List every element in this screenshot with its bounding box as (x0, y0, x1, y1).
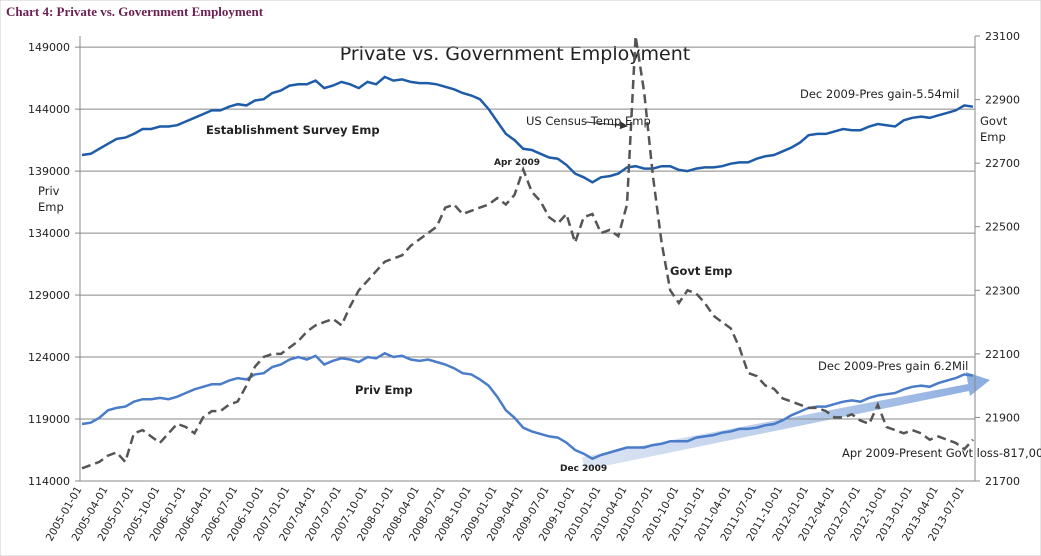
trend-arrow (582, 372, 990, 470)
y2-tick-label: 22900 (985, 94, 1020, 107)
y-tick-label: 139000 (28, 165, 70, 178)
y2-tick-label: 22300 (985, 284, 1020, 297)
series-line (81, 75, 974, 184)
y2-tick-label: 22100 (985, 348, 1020, 361)
header: Chart 4: Private vs. Government Employme… (6, 4, 264, 19)
annotation: Dec 2009-Pres gain 6.2Mil (818, 359, 968, 373)
annotation: Establishment Survey Emp (206, 123, 380, 137)
y-tick-label: 134000 (28, 227, 70, 240)
annotation: Priv Emp (355, 383, 413, 397)
y2-axis-label: Govt Emp (980, 114, 1008, 144)
annotation: US Census Temp Emp (526, 114, 651, 128)
annotation: Apr 2009 (494, 158, 540, 168)
chart-title: Private vs. Government Employment (340, 43, 690, 65)
y-axis-label: Priv Emp (38, 184, 64, 214)
census-arrow (585, 121, 628, 130)
y2-tick-label: 23100 (985, 30, 1020, 43)
y-tick-label: 129000 (28, 289, 70, 302)
annotation: Dec 2009-Pres gain-5.54mil (800, 87, 959, 101)
y2-tick-label: 22500 (985, 221, 1020, 234)
y-tick-label: 124000 (28, 351, 70, 364)
y2-tick-label: 21700 (985, 475, 1020, 488)
y-tick-label: 114000 (28, 475, 70, 488)
series-line (81, 35, 974, 470)
y2-tick-label: 22700 (985, 157, 1020, 170)
series-line (81, 351, 974, 461)
y-tick-label: 149000 (28, 41, 70, 54)
y2-tick-label: 21900 (985, 411, 1020, 424)
annotation: Apr 2009-Present Govt loss-817,000 emp. (842, 446, 1041, 460)
annotation: Dec 2009 (560, 464, 607, 474)
y-tick-label: 119000 (28, 413, 70, 426)
y-tick-label: 144000 (28, 103, 70, 116)
annotation: Govt Emp (670, 264, 732, 278)
